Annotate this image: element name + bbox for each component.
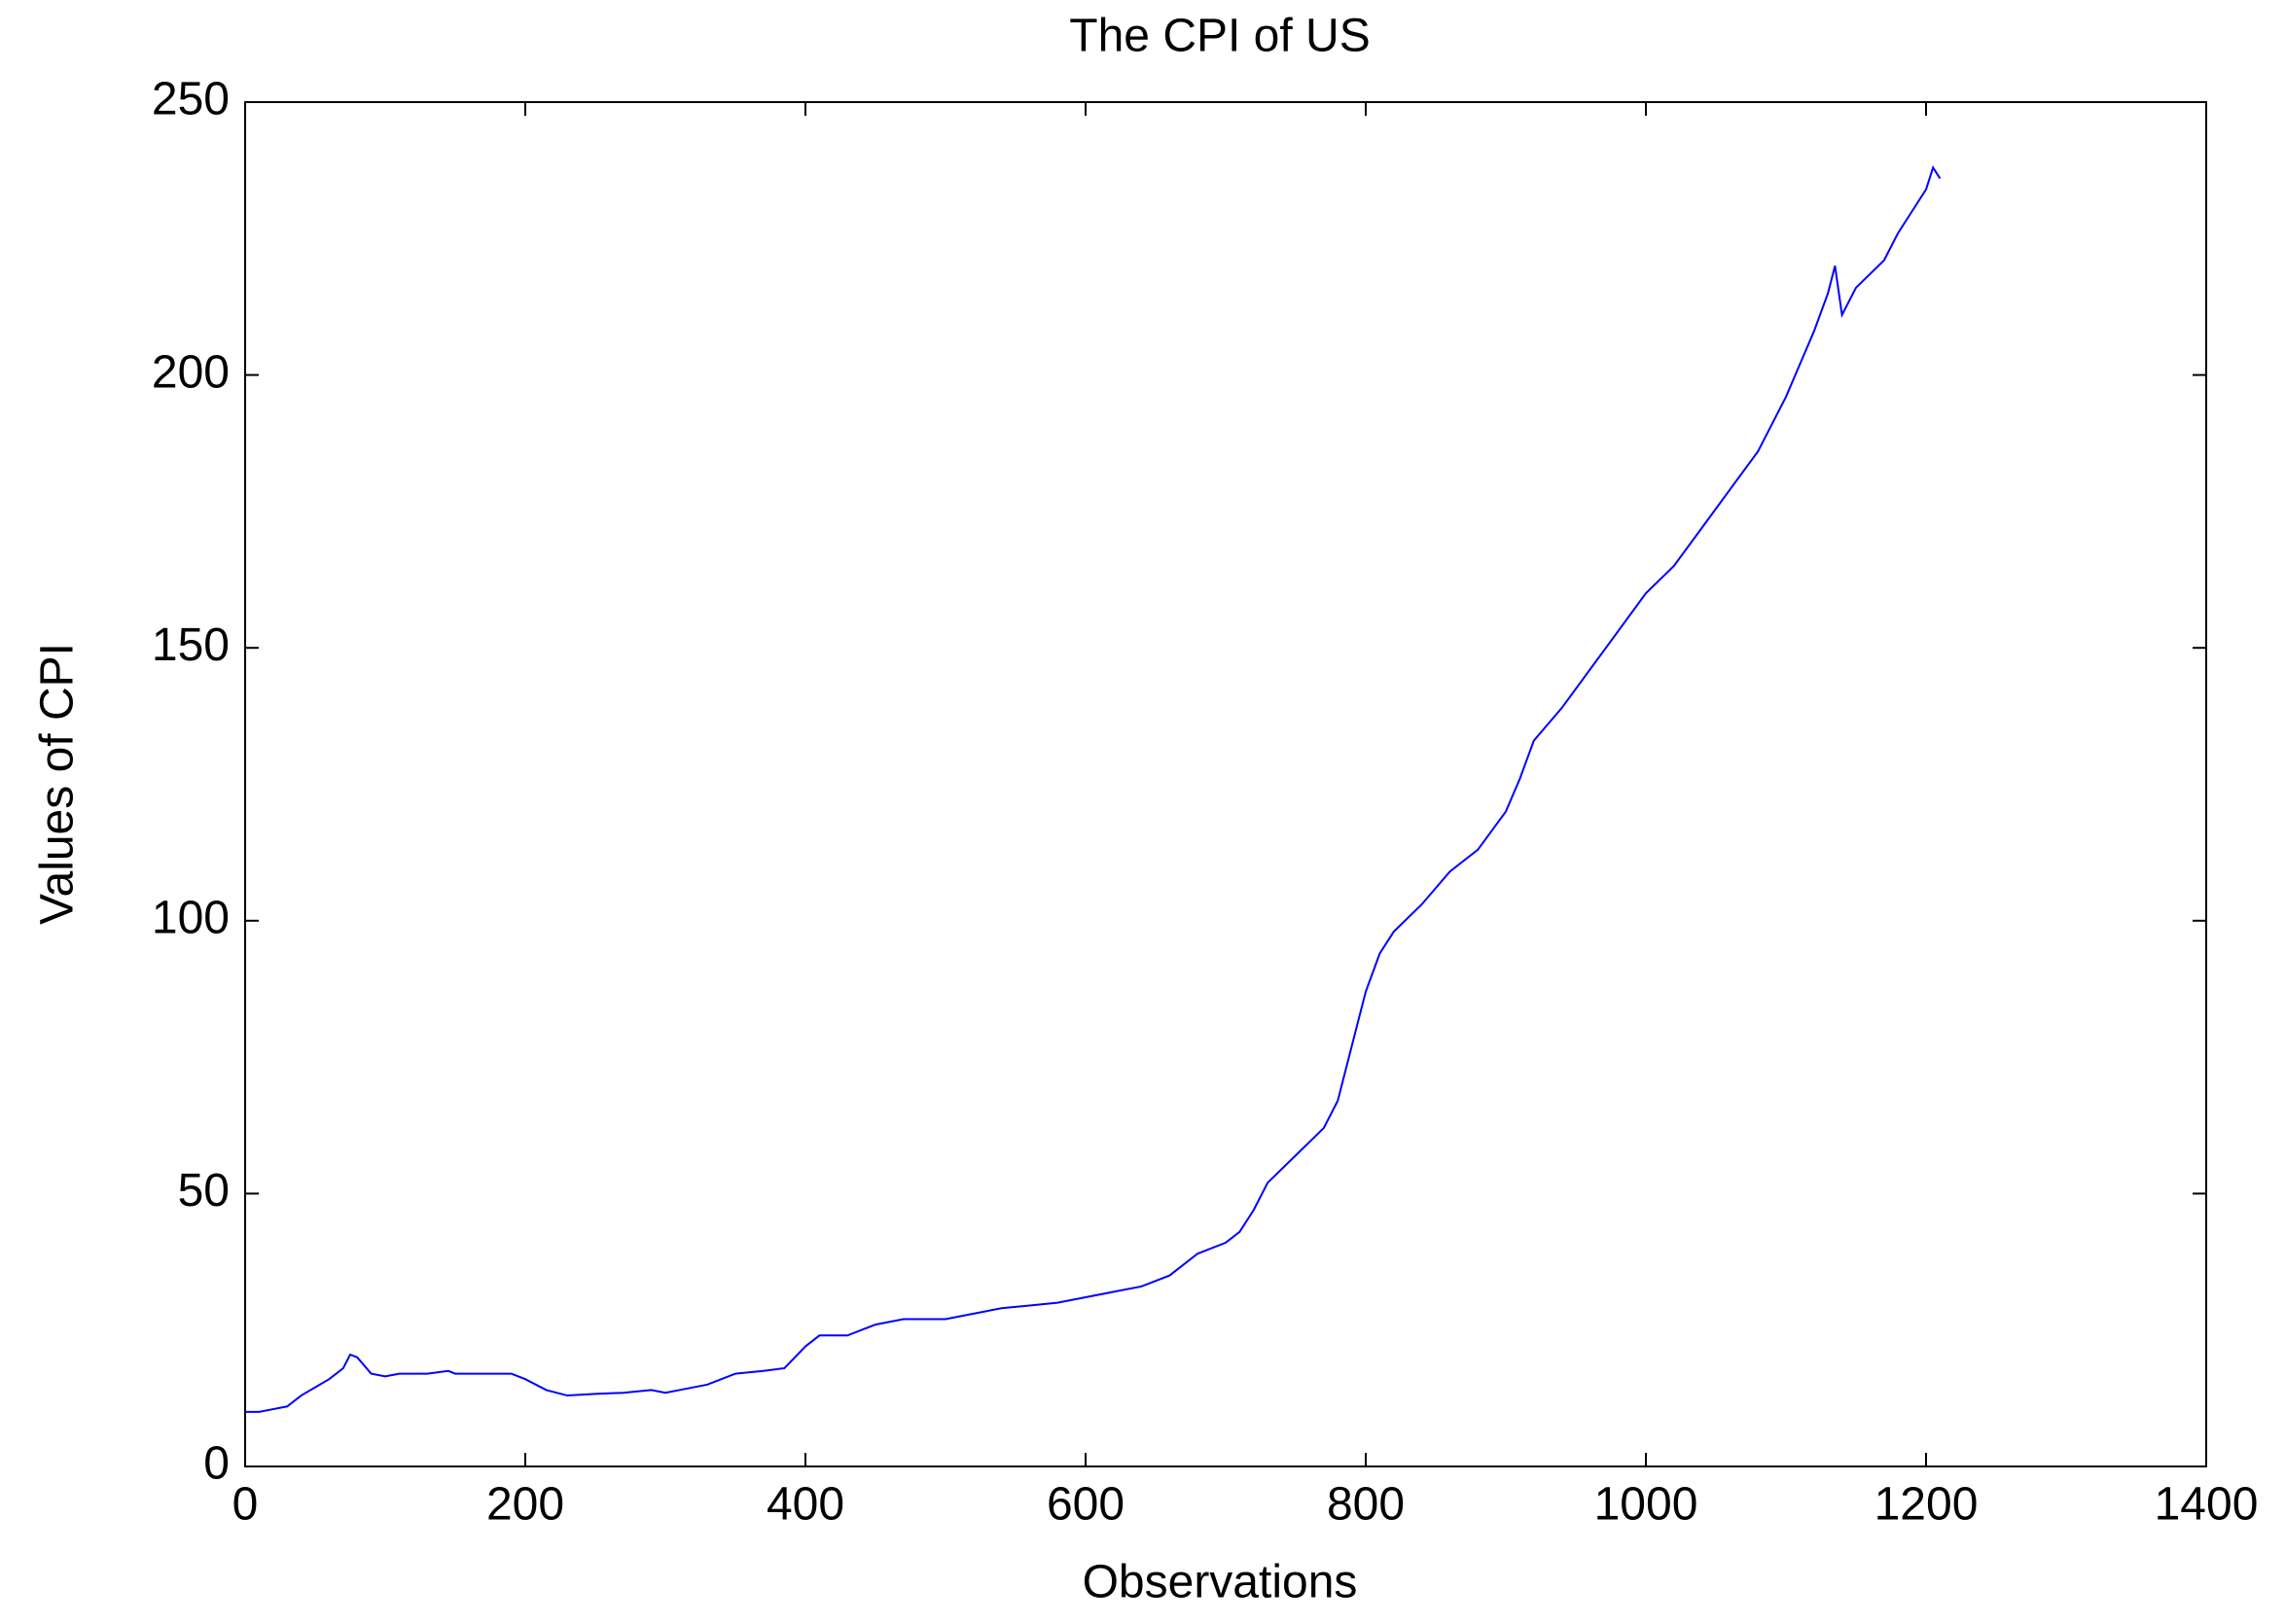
y-tick-label: 100 — [152, 892, 230, 943]
x-tick-label: 200 — [486, 1479, 564, 1531]
x-tick-label: 400 — [767, 1479, 844, 1531]
y-tick-label: 200 — [152, 346, 230, 398]
chart-title: The CPI of US — [1069, 11, 1370, 62]
y-tick-label: 50 — [178, 1165, 230, 1217]
y-axis-label: Values of CPI — [32, 643, 84, 925]
x-tick-label: 1200 — [1874, 1479, 1979, 1531]
y-tick-label: 0 — [203, 1438, 230, 1490]
x-tick-label: 1400 — [2155, 1479, 2259, 1531]
x-tick-label: 600 — [1047, 1479, 1125, 1531]
plot-frame — [244, 101, 2207, 1467]
x-axis-label: Observations — [1083, 1557, 1358, 1608]
x-tick-label: 800 — [1327, 1479, 1405, 1531]
y-tick-label: 250 — [152, 74, 230, 125]
x-tick-label: 1000 — [1594, 1479, 1698, 1531]
y-tick-label: 150 — [152, 619, 230, 671]
data-line — [245, 165, 1942, 1413]
x-tick-label: 0 — [232, 1479, 259, 1531]
